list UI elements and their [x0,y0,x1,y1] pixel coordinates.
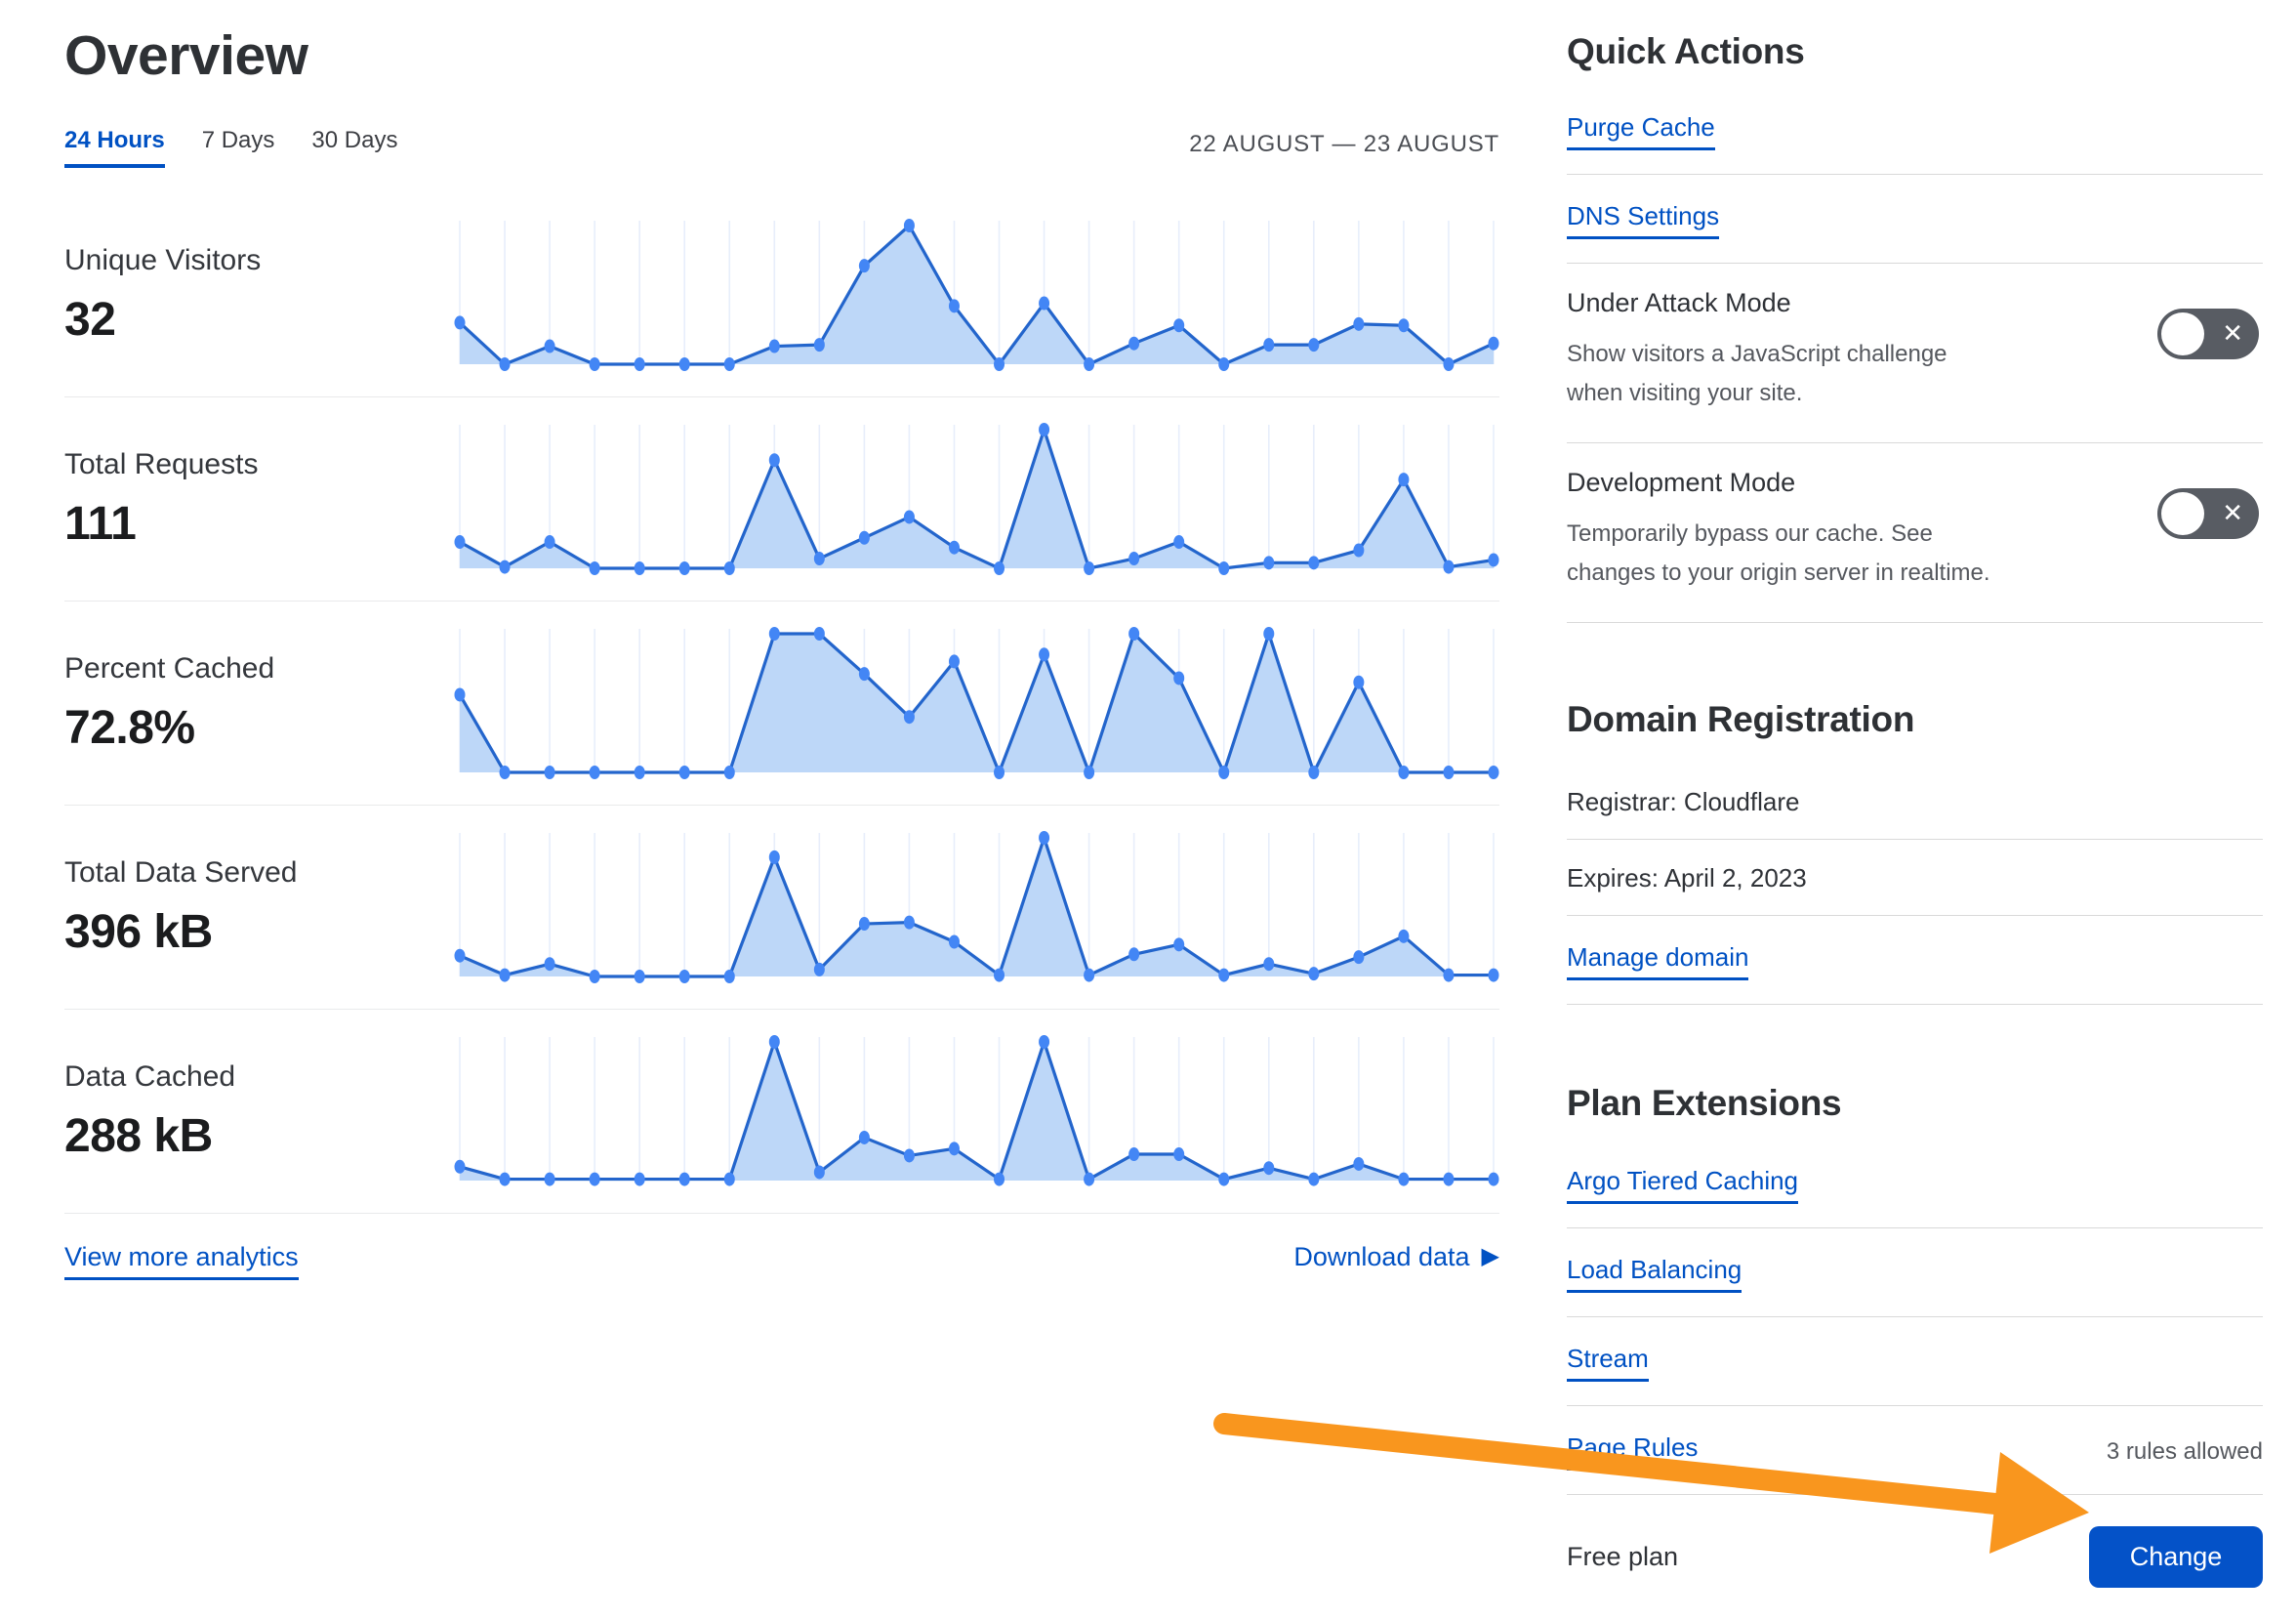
stream-link[interactable]: Stream [1567,1344,1649,1382]
metric-info: Percent Cached 72.8% [64,652,454,755]
download-data-link[interactable]: Download data ▶ [1293,1242,1499,1272]
tab-30-days[interactable]: 30 Days [311,127,398,153]
under-attack-mode-title: Under Attack Mode [1567,288,1791,317]
metric-rows: Unique Visitors 32 Total Requests 111 Pe… [64,193,1499,1214]
under-attack-mode-toggle[interactable]: ✕ [2157,309,2259,359]
change-plan-button[interactable]: Change [2089,1526,2263,1588]
sparkline-unique-visitors [454,219,1499,371]
metric-label: Percent Cached [64,651,275,685]
purge-cache-row: Purge Cache [1567,86,2263,175]
toggle-knob [2161,312,2204,355]
metric-row-percent-cached: Percent Cached 72.8% [64,602,1499,806]
metric-row-total-data-served: Total Data Served 396 kB [64,806,1499,1010]
metric-info: Unique Visitors 32 [64,244,454,347]
page-rules-link[interactable]: Page Rules [1567,1432,1699,1471]
plan-row: Free plan Change [1567,1495,2263,1619]
metric-info: Total Requests 111 [64,448,454,551]
view-more-analytics-link[interactable]: View more analytics [64,1241,299,1280]
manage-domain-link[interactable]: Manage domain [1567,942,1749,980]
toggle-off-x-icon: ✕ [2222,497,2243,527]
plan-extensions-title: Plan Extensions [1567,1083,1842,1123]
analytics-footer-links: View more analytics Download data ▶ [64,1214,1499,1300]
sidebar: Quick Actions Purge Cache DNS Settings U… [1567,0,2263,1619]
expires-row: Expires: April 2, 2023 [1567,840,2263,916]
dns-settings-row: DNS Settings [1567,175,2263,264]
load-balancing-row: Load Balancing [1567,1228,2263,1317]
metric-value: 111 [64,497,137,550]
under-attack-mode-description: Show visitors a JavaScript challenge whe… [1567,341,1948,406]
plan-name-label: Free plan [1567,1542,1679,1571]
development-mode-title: Development Mode [1567,468,1796,497]
domain-registration-title: Domain Registration [1567,699,1915,739]
development-mode-block: Development Mode Temporarily bypass our … [1567,443,2263,623]
date-range-label: 22 AUGUST — 23 AUGUST [1189,131,1499,157]
metric-value: 72.8% [64,701,195,754]
purge-cache-link[interactable]: Purge Cache [1567,112,1715,150]
page-rules-row: Page Rules 3 rules allowed [1567,1406,2263,1495]
development-mode-description: Temporarily bypass our cache. See change… [1567,520,1990,586]
metric-info: Data Cached 288 kB [64,1060,454,1163]
metric-value: 32 [64,293,116,346]
metric-info: Total Data Served 396 kB [64,856,454,959]
argo-tiered-caching-link[interactable]: Argo Tiered Caching [1567,1166,1799,1204]
play-triangle-icon: ▶ [1481,1243,1499,1269]
under-attack-mode-block: Under Attack Mode Show visitors a JavaSc… [1567,264,2263,443]
metric-label: Total Requests [64,447,259,480]
page-title: Overview [64,24,308,87]
view-more-analytics-label: View more analytics [64,1241,299,1280]
quick-actions-title: Quick Actions [1567,31,1805,71]
toggle-knob [2161,492,2204,535]
sparkline-percent-cached [454,627,1499,779]
sparkline-total-requests [454,423,1499,575]
sparkline-total-data-served [454,831,1499,983]
development-mode-toggle[interactable]: ✕ [2157,488,2259,539]
toggle-off-x-icon: ✕ [2222,317,2243,348]
metric-row-total-requests: Total Requests 111 [64,397,1499,602]
stream-row: Stream [1567,1317,2263,1406]
analytics-overview-panel: Overview 24 Hours 7 Days 30 Days 22 AUGU… [64,0,1499,1300]
registrar-row: Registrar: Cloudflare [1567,764,2263,840]
metric-label: Total Data Served [64,855,298,889]
download-data-label: Download data [1293,1241,1470,1271]
load-balancing-link[interactable]: Load Balancing [1567,1255,1742,1293]
metric-label: Data Cached [64,1059,236,1093]
metric-value: 396 kB [64,905,213,958]
time-range-tabs: 24 Hours 7 Days 30 Days 22 AUGUST — 23 A… [64,127,1499,168]
metric-label: Unique Visitors [64,243,262,276]
tab-7-days[interactable]: 7 Days [201,127,275,153]
tab-24-hours[interactable]: 24 Hours [64,127,165,168]
metric-row-unique-visitors: Unique Visitors 32 [64,193,1499,397]
dns-settings-link[interactable]: DNS Settings [1567,201,1720,239]
metric-value: 288 kB [64,1109,213,1162]
page-rules-allowance: 3 rules allowed [2106,1437,2263,1465]
metric-row-data-cached: Data Cached 288 kB [64,1010,1499,1214]
manage-domain-row: Manage domain [1567,916,2263,1005]
argo-tiered-caching-row: Argo Tiered Caching [1567,1140,2263,1228]
sparkline-data-cached [454,1035,1499,1186]
